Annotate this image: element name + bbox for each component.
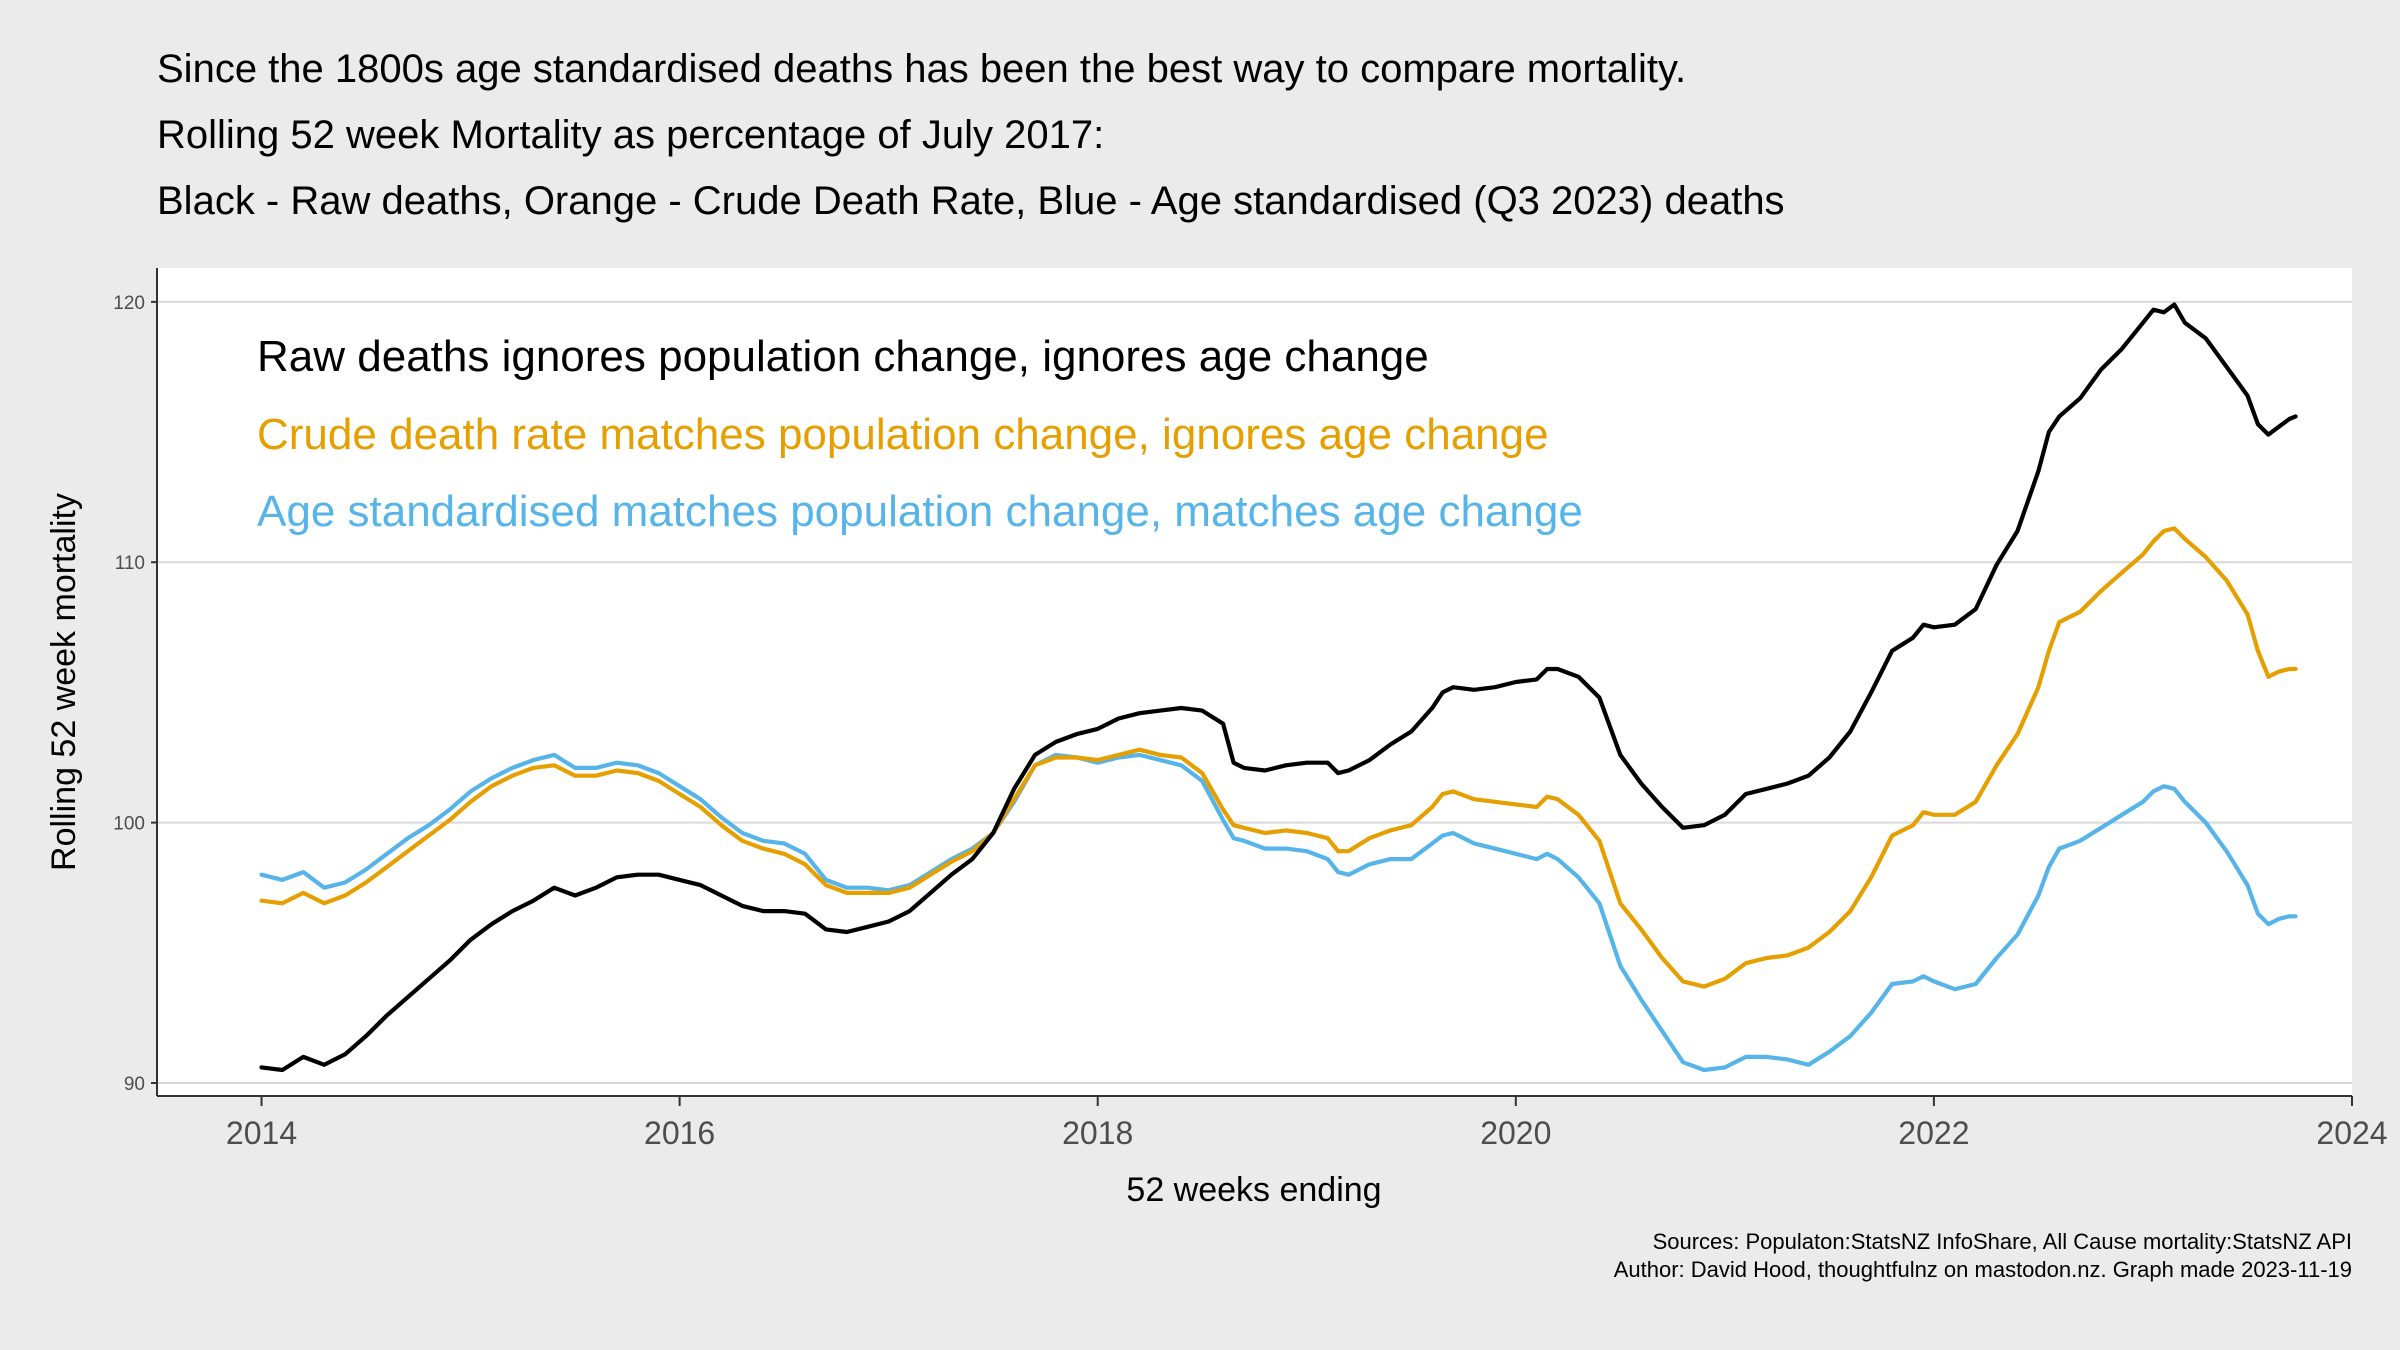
chart-title-line-1: Since the 1800s age standardised deaths …: [157, 47, 1686, 91]
x-tick-label: 2020: [1480, 1115, 1551, 1151]
x-axis-label: 52 weeks ending: [1126, 1171, 1381, 1209]
caption-author: Author: David Hood, thoughtfulnz on mast…: [1614, 1257, 2352, 1282]
series-line-crude-death-rate: [259, 526, 2298, 989]
annotation-raw-deaths: Raw deaths ignores population change, ig…: [257, 332, 1429, 381]
x-tick-label: 2016: [644, 1115, 715, 1151]
y-tick-label: 90: [124, 1074, 145, 1095]
series-line-age-standardised: [259, 752, 2298, 1073]
x-tick-label: 2014: [226, 1115, 297, 1151]
annotation-crude-death-rate: Crude death rate matches population chan…: [257, 410, 1549, 459]
chart-title-line-3: Black - Raw deaths, Orange - Crude Death…: [157, 179, 1785, 223]
x-tick-label: 2018: [1062, 1115, 1133, 1151]
series-line-raw-deaths: [259, 302, 2298, 1073]
y-tick-label: 120: [113, 293, 145, 314]
y-tick-label: 100: [113, 814, 145, 835]
chart-title-line-2: Rolling 52 week Mortality as percentage …: [157, 113, 1104, 157]
axes: 90 100 110 120 2014 2016 2018 2020 2022 2024: [113, 268, 2388, 1151]
grid-lines: [157, 300, 2352, 1084]
y-axis-label: Rolling 52 week mortality: [45, 493, 83, 871]
y-tick-label: 110: [115, 553, 145, 574]
plot-panel: [157, 268, 2352, 1096]
annotation-age-standardised: Age standardised matches population chan…: [257, 487, 1583, 536]
series-lines: [259, 302, 2298, 1073]
x-tick-label: 2024: [2316, 1115, 2387, 1151]
caption-sources: Sources: Populaton:StatsNZ InfoShare, Al…: [1653, 1229, 2352, 1254]
x-tick-label: 2022: [1898, 1115, 1969, 1151]
